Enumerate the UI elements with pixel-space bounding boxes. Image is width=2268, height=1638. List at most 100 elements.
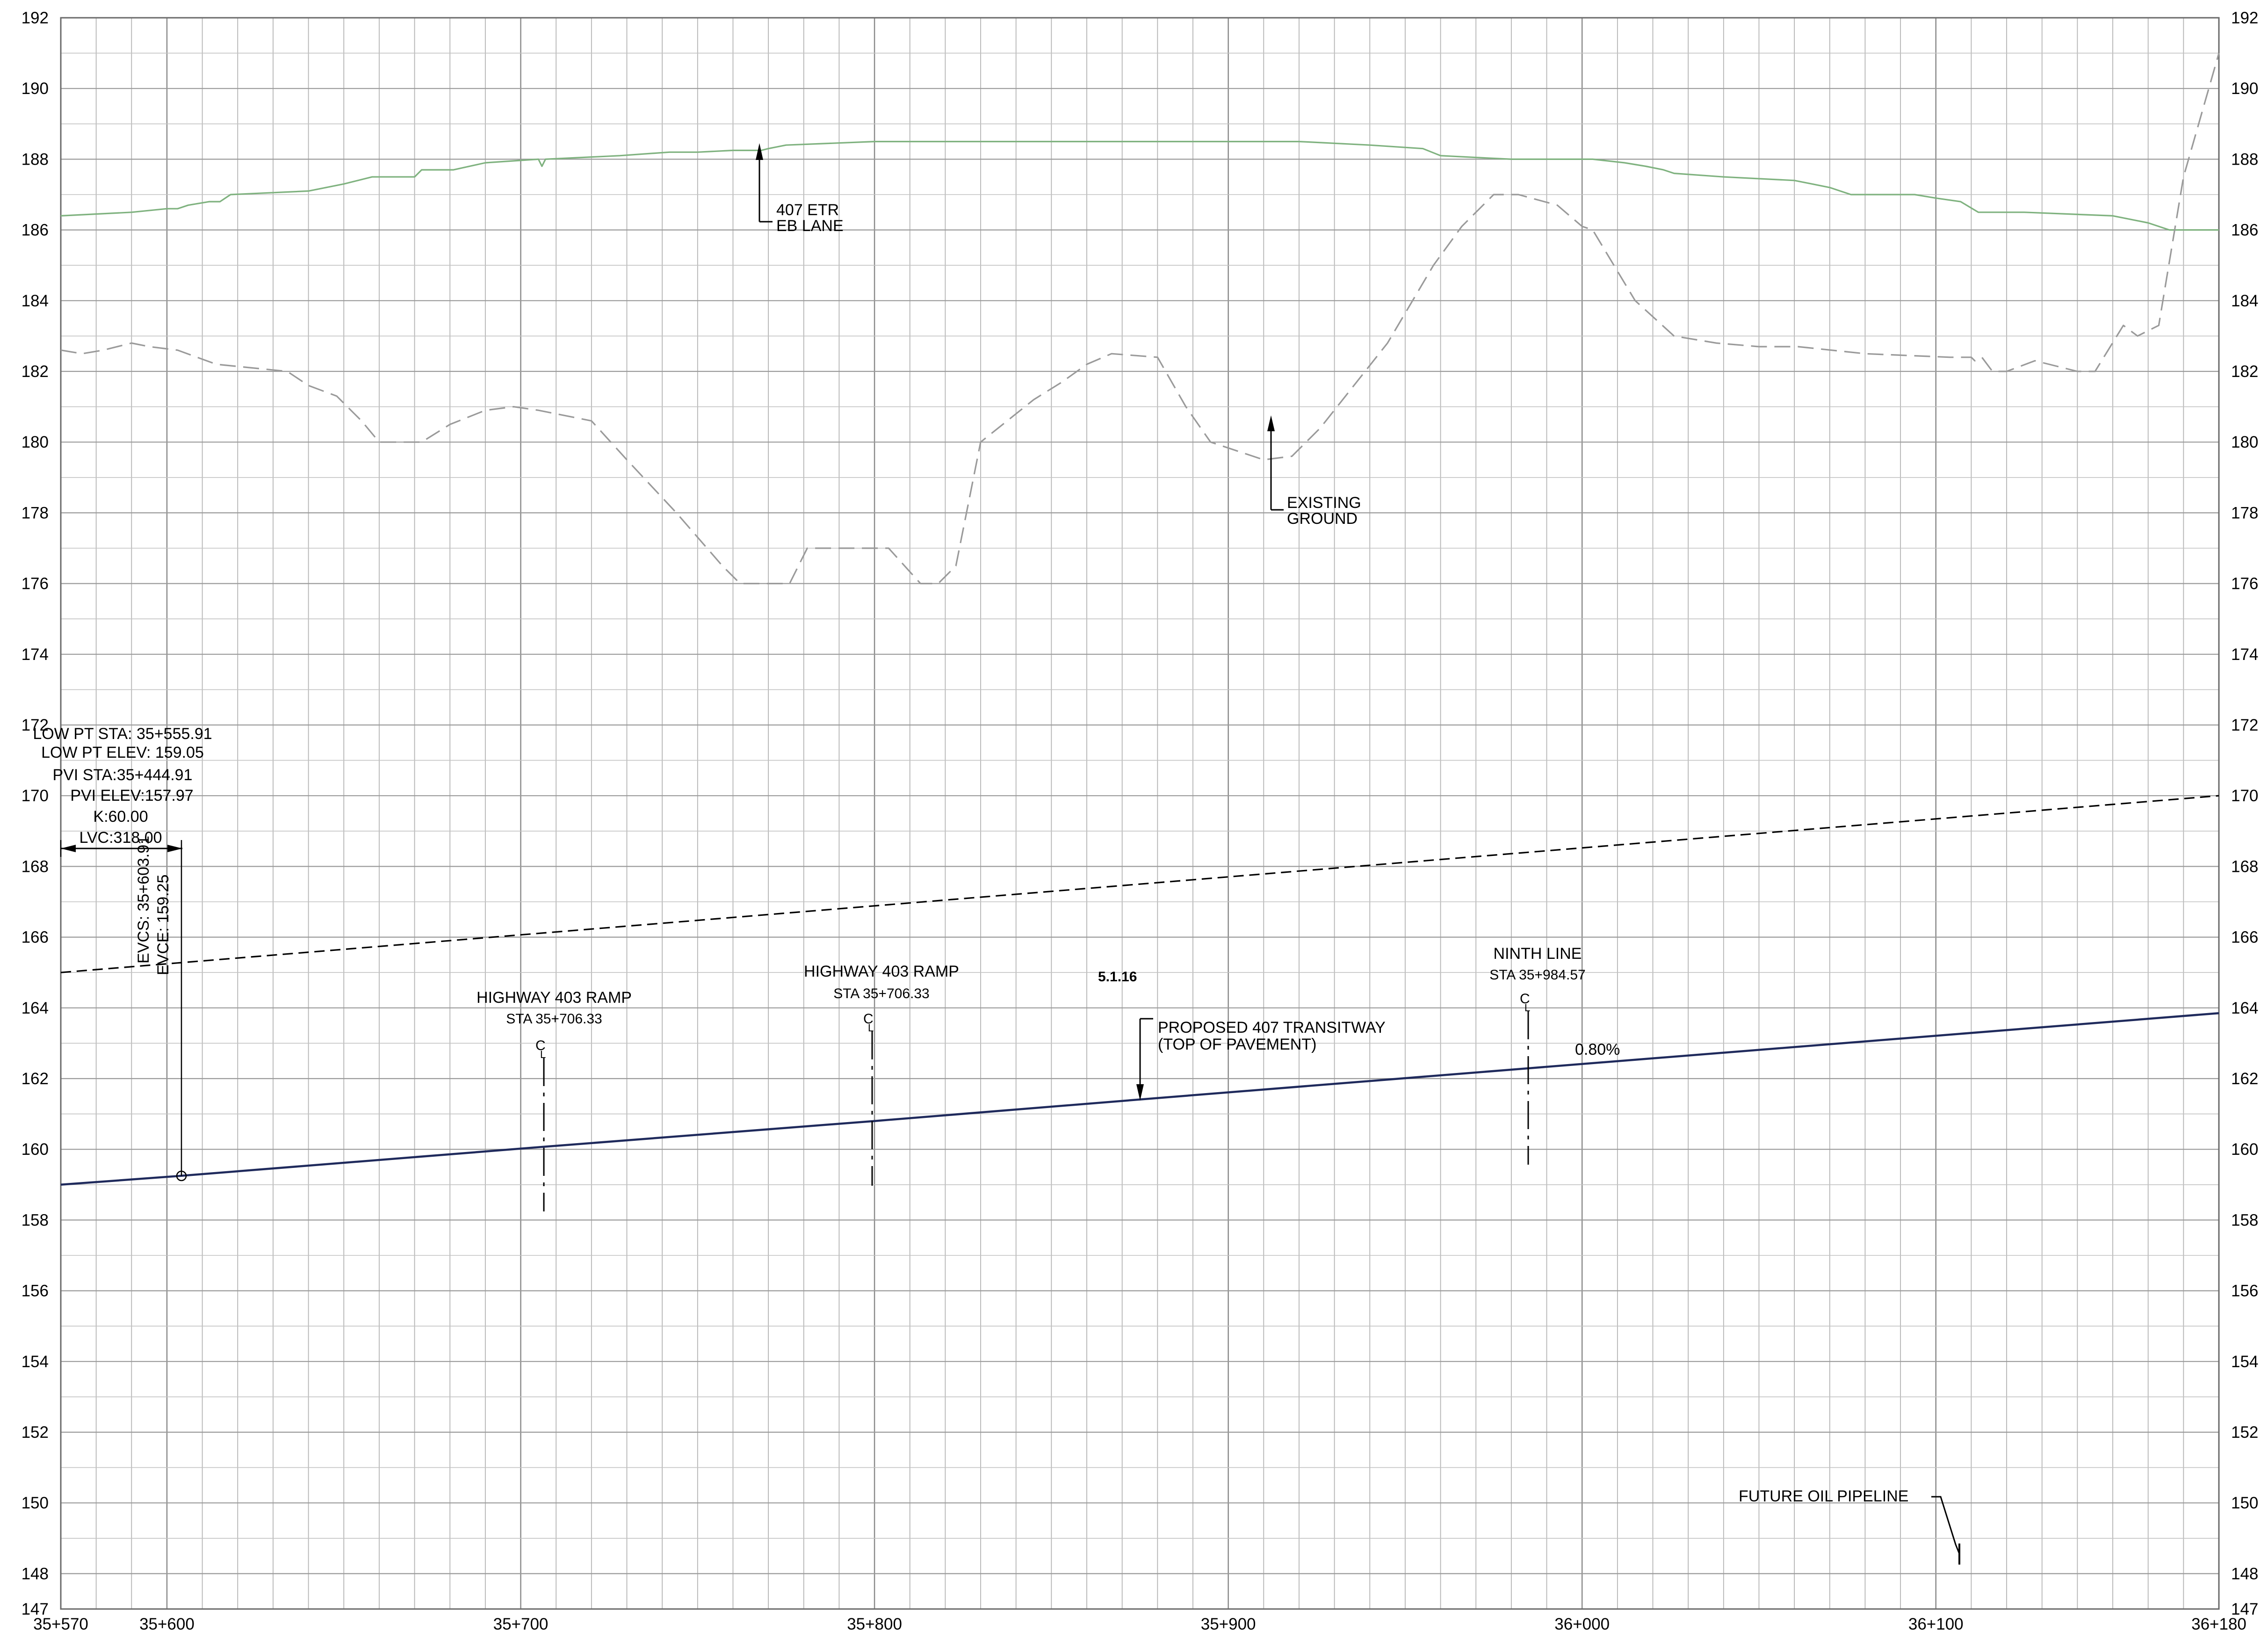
- y-tick-label-left: 190: [22, 80, 49, 98]
- ninth-line-centerline-sub: L: [1524, 1002, 1530, 1014]
- series-line-etr: [60, 141, 2219, 231]
- pipeline-annotation: FUTURE OIL PIPELINE: [1739, 1487, 1960, 1565]
- y-tick-label-left: 148: [22, 1565, 49, 1583]
- y-tick-label-right: 192: [2231, 9, 2258, 27]
- ninth-line-name: NINTH LINE: [1494, 945, 1582, 963]
- y-tick-label-left: 156: [22, 1282, 49, 1300]
- y-tick-label-right: 176: [2231, 575, 2258, 593]
- low-pt-elev: LOW PT ELEV: 159.05: [41, 744, 204, 761]
- plot-frame: [60, 17, 2220, 1610]
- y-tick-label-left: 184: [22, 292, 49, 310]
- y-tick-label-left: 180: [22, 433, 49, 451]
- ground-label-line-1: EXISTING: [1287, 494, 1361, 512]
- proposed-transitway-line-2: (TOP OF PAVEMENT): [1158, 1036, 1316, 1053]
- ramp-2-centerline-mark: C: [863, 1011, 874, 1027]
- y-tick-label-right: 164: [2231, 999, 2258, 1017]
- ramp-2-crossing: HIGHWAY 403 RAMP STA 35+706.33 C L: [804, 963, 959, 1186]
- grade-percent: 0.80%: [1575, 1041, 1620, 1058]
- evcs-label: EVCS: 35+603.91: [135, 836, 152, 964]
- y-tick-label-right: 172: [2231, 716, 2258, 734]
- y-tick-label-right: 180: [2231, 433, 2258, 451]
- y-tick-label-right: 150: [2231, 1494, 2258, 1512]
- y-tick-label-right: 170: [2231, 787, 2258, 805]
- y-tick-label-right: 178: [2231, 504, 2258, 522]
- y-tick-label-right: 160: [2231, 1140, 2258, 1159]
- y-tick-label-left: 188: [22, 150, 49, 168]
- y-tick-label-right: 182: [2231, 362, 2258, 381]
- y-tick-label-left: 168: [22, 857, 49, 876]
- x-tick-label: 36+180: [2191, 1615, 2246, 1633]
- transitway-annotation: PROPOSED 407 TRANSITWAY (TOP OF PAVEMENT…: [1136, 1018, 1620, 1101]
- section-code: 5.1.16: [1098, 969, 1137, 985]
- series-line-ground: [60, 53, 2220, 585]
- y-tick-label-left: 162: [22, 1070, 49, 1088]
- ninth-line-crossing: NINTH LINE STA 35+984.57 C L: [1489, 945, 1586, 1165]
- ramp-1-name: HIGHWAY 403 RAMP: [477, 989, 632, 1007]
- etr-label-line-1: 407 ETR: [776, 201, 839, 219]
- ramp-2-centerline-sub: L: [868, 1022, 874, 1034]
- etr-annotation: 407 ETR EB LANE: [756, 143, 844, 235]
- ramp-1-centerline-sub: L: [540, 1049, 546, 1060]
- y-tick-label-left: 192: [22, 9, 49, 27]
- y-tick-label-right: 190: [2231, 80, 2258, 98]
- pipeline-label: FUTURE OIL PIPELINE: [1739, 1487, 1908, 1505]
- pvi-sta: PVI STA:35+444.91: [53, 766, 193, 784]
- y-tick-label-left: 147: [22, 1600, 49, 1618]
- lvc-length: LVC:318.00: [79, 829, 162, 847]
- ground-label-line-2: GROUND: [1287, 510, 1358, 528]
- y-tick-label-left: 164: [22, 999, 49, 1017]
- y-tick-label-left: 182: [22, 362, 49, 381]
- y-tick-label-right: 162: [2231, 1070, 2258, 1088]
- x-tick-label: 35+800: [847, 1615, 902, 1633]
- ground-annotation: EXISTING GROUND: [1267, 415, 1361, 528]
- pvi-elev: PVI ELEV:157.97: [70, 787, 193, 805]
- y-tick-label-right: 174: [2231, 645, 2258, 664]
- series-line-upper_grade: [60, 795, 2219, 973]
- y-tick-label-right: 158: [2231, 1211, 2258, 1229]
- vertical-curve-data: LOW PT STA: 35+555.91 LOW PT ELEV: 159.0…: [33, 725, 212, 1181]
- y-tick-label-left: 170: [22, 787, 49, 805]
- ninth-line-station: STA 35+984.57: [1489, 967, 1585, 983]
- x-tick-label: 35+600: [139, 1615, 195, 1633]
- ramp-2-station: STA 35+706.33: [833, 986, 929, 1001]
- evce-label: EVCE: 159.25: [154, 875, 172, 975]
- y-tick-label-right: 188: [2231, 150, 2258, 168]
- y-tick-label-right: 184: [2231, 292, 2258, 310]
- y-tick-label-right: 148: [2231, 1565, 2258, 1583]
- ramp-1-station: STA 35+706.33: [506, 1011, 602, 1027]
- x-tick-label: 36+100: [1908, 1615, 1964, 1633]
- y-tick-label-left: 160: [22, 1140, 49, 1159]
- y-tick-label-right: 156: [2231, 1282, 2258, 1300]
- y-tick-label-right: 154: [2231, 1353, 2258, 1371]
- low-pt-sta: LOW PT STA: 35+555.91: [33, 725, 212, 743]
- y-tick-label-right: 186: [2231, 221, 2258, 239]
- x-tick-label: 35+900: [1201, 1615, 1256, 1633]
- proposed-transitway-line-1: PROPOSED 407 TRANSITWAY: [1158, 1019, 1386, 1036]
- y-tick-label-right: 152: [2231, 1423, 2258, 1442]
- y-tick-label-left: 176: [22, 575, 49, 593]
- y-tick-label-left: 174: [22, 645, 49, 664]
- grid: [60, 17, 2220, 1610]
- x-tick-label: 36+000: [1554, 1615, 1610, 1633]
- ninth-line-centerline-mark: C: [1520, 991, 1530, 1007]
- x-tick-label: 35+570: [33, 1615, 88, 1633]
- ramp-1-crossing: HIGHWAY 403 RAMP STA 35+706.33 C L: [477, 989, 632, 1211]
- y-tick-label-left: 158: [22, 1211, 49, 1229]
- y-tick-label-left: 166: [22, 928, 49, 947]
- y-tick-label-left: 186: [22, 221, 49, 239]
- y-tick-label-left: 154: [22, 1353, 49, 1371]
- etr-label-line-2: EB LANE: [776, 217, 844, 235]
- ramp-1-centerline-mark: C: [535, 1038, 546, 1053]
- y-tick-label-right: 168: [2231, 857, 2258, 876]
- y-tick-label-left: 152: [22, 1423, 49, 1442]
- x-tick-label: 35+700: [493, 1615, 549, 1633]
- k-value: K:60.00: [93, 808, 148, 826]
- y-tick-label-left: 150: [22, 1494, 49, 1512]
- y-tick-label-left: 172: [22, 716, 49, 734]
- axis-labels: 147 147 148 148 150 150 152 152 154 154 156 156 158 1…: [22, 9, 2259, 1633]
- y-tick-label-right: 147: [2231, 1600, 2258, 1618]
- ramp-2-name: HIGHWAY 403 RAMP: [804, 963, 959, 980]
- y-tick-label-right: 166: [2231, 928, 2258, 947]
- y-tick-label-left: 178: [22, 504, 49, 522]
